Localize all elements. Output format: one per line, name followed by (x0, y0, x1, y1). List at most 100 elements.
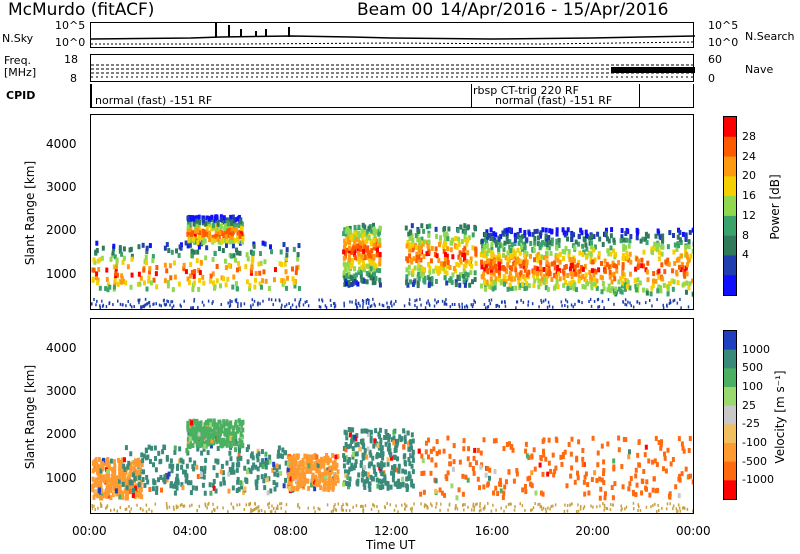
echo-cell (237, 486, 241, 492)
echo-cell (230, 231, 234, 237)
echo-cell (393, 481, 397, 487)
noise-cell (326, 503, 329, 507)
echo-cell (369, 266, 373, 272)
echo-cell (264, 464, 268, 470)
colorbar-swatch (724, 480, 736, 499)
echo-cell (193, 460, 197, 466)
echo-cell (350, 235, 354, 241)
echo-cell (462, 279, 466, 285)
noise-cell (537, 503, 539, 507)
echo-cell (205, 226, 209, 232)
echo-cell (562, 275, 566, 281)
echo-cell (296, 252, 300, 258)
echo-cell (610, 286, 614, 292)
echo-cell (211, 434, 215, 440)
echo-cell (627, 486, 631, 492)
echo-cell (184, 469, 188, 475)
echo-cell (236, 260, 240, 266)
echo-cell (570, 237, 574, 243)
echo-cell (184, 478, 188, 484)
echo-cell (347, 457, 351, 463)
echo-cell (142, 469, 146, 475)
echo-cell (192, 273, 196, 279)
echo-cell (653, 246, 657, 252)
noise-cell (153, 302, 155, 306)
noise-cell (372, 503, 374, 507)
echo-cell (131, 472, 135, 478)
noise-cell (330, 303, 332, 307)
echo-cell (272, 465, 276, 471)
echo-cell (568, 257, 572, 263)
echo-cell (469, 256, 473, 262)
echo-cell (195, 439, 199, 445)
echo-cell (213, 223, 217, 229)
echo-cell (284, 450, 288, 456)
echo-cell (238, 250, 242, 256)
echo-cell (620, 228, 624, 234)
echo-cell (438, 239, 442, 245)
echo-cell (265, 477, 269, 483)
noise-cell (175, 504, 178, 508)
echo-cell (165, 456, 169, 462)
noise-cell (637, 503, 640, 507)
echo-cell (471, 279, 475, 285)
echo-cell (285, 247, 289, 253)
echo-cell (244, 264, 248, 270)
echo-cell (160, 487, 164, 493)
echo-cell (219, 481, 223, 487)
echo-cell (363, 484, 367, 490)
echo-cell (483, 262, 487, 268)
echo-cell (347, 248, 351, 254)
echo-cell (622, 237, 626, 243)
echo-cell (657, 268, 661, 274)
noise-cell (596, 505, 598, 509)
echo-cell (664, 259, 668, 265)
echo-cell (96, 469, 100, 475)
echo-cell (363, 244, 367, 250)
echo-cell (535, 275, 539, 281)
echo-cell (551, 452, 555, 458)
echo-cell (515, 259, 519, 265)
echo-cell (691, 291, 693, 297)
echo-cell (408, 279, 412, 285)
noise-cell (504, 304, 507, 308)
echo-cell (668, 230, 672, 236)
echo-cell (512, 253, 516, 259)
noise-cell (683, 506, 686, 510)
echo-cell (527, 269, 531, 275)
echo-cell (493, 469, 497, 475)
colorbar-tick-label: -25 (742, 417, 760, 431)
echo-cell (481, 248, 485, 254)
echo-cell (357, 230, 361, 236)
echo-cell (381, 455, 385, 461)
echo-cell (378, 242, 382, 248)
noise-cell (361, 504, 363, 508)
echo-cell (622, 246, 626, 252)
echo-cell (604, 231, 608, 237)
echo-cell (167, 471, 171, 477)
echo-cell (298, 470, 302, 476)
echo-cell (410, 482, 414, 488)
echo-cell (202, 441, 206, 447)
noise-cell (272, 506, 275, 510)
echo-cell (348, 229, 352, 235)
echo-cell (368, 449, 372, 455)
echo-cell (200, 434, 204, 440)
echo-cell (146, 454, 150, 460)
echo-cell (407, 456, 411, 462)
echo-cell (482, 271, 486, 277)
echo-cell (206, 420, 210, 426)
echo-cell (230, 238, 234, 244)
echo-cell (129, 468, 133, 474)
echo-cell (428, 265, 432, 271)
echo-cell (430, 281, 434, 287)
echo-cell (637, 258, 641, 264)
echo-cell (294, 474, 298, 480)
echo-cell (313, 454, 317, 460)
echo-cell (228, 422, 232, 428)
echo-cell (353, 434, 357, 440)
echo-cell (297, 285, 301, 291)
noise-cell (547, 300, 550, 304)
echo-cell (420, 223, 424, 229)
echo-cell (434, 265, 438, 271)
